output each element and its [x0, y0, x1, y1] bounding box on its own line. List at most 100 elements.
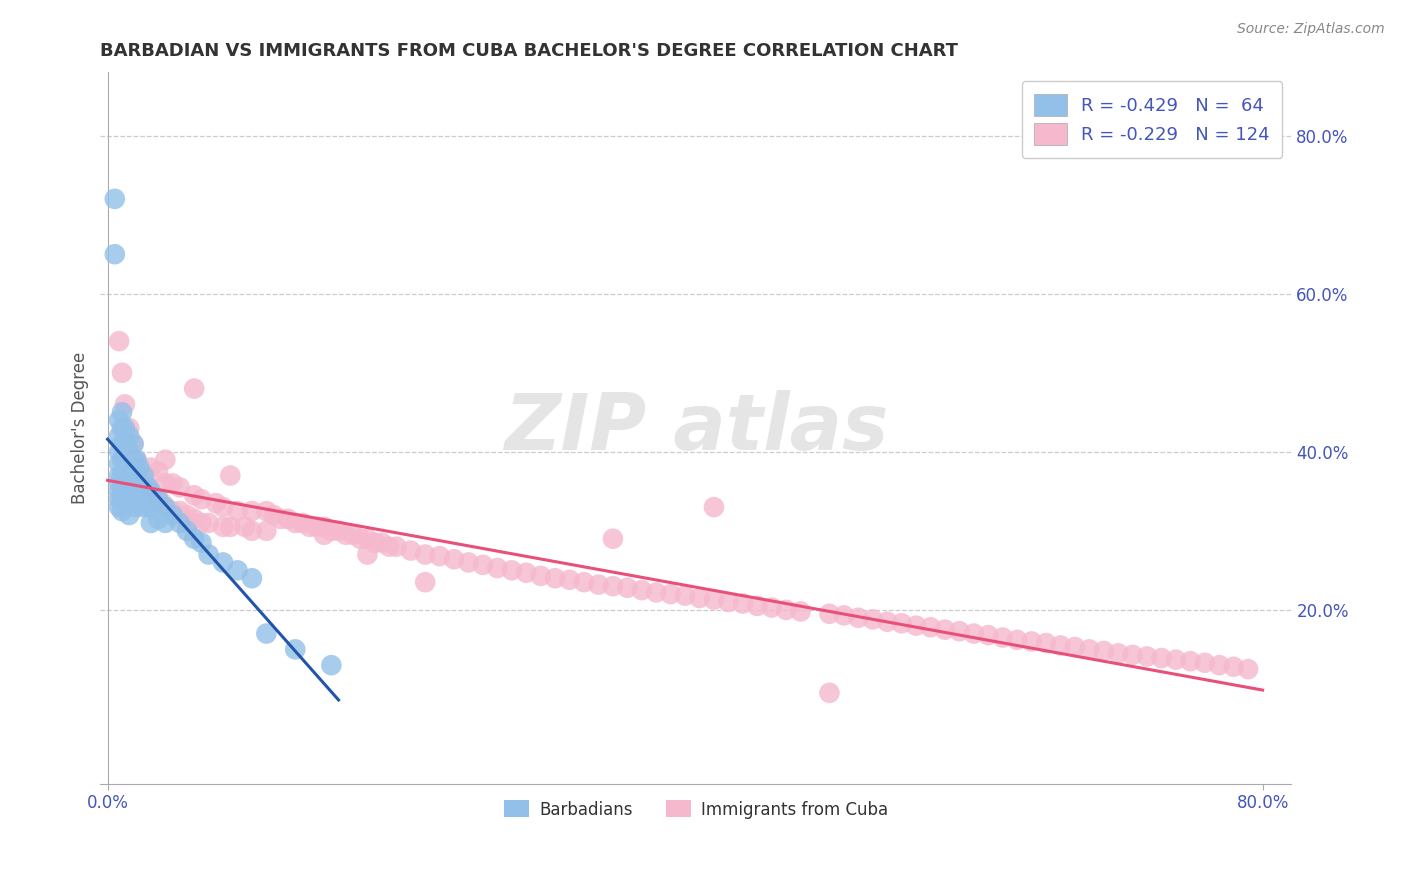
Point: [108, 476, 131, 491]
Point: [212, 520, 235, 534]
Point: [413, 548, 436, 562]
Point: [125, 465, 148, 479]
Point: [132, 500, 155, 515]
Point: [111, 452, 134, 467]
Point: [155, 500, 177, 515]
Point: [114, 468, 136, 483]
Point: [747, 599, 769, 613]
Point: [219, 468, 242, 483]
Point: [139, 500, 162, 515]
Point: [1078, 642, 1101, 657]
Point: [183, 382, 205, 396]
Point: [118, 476, 141, 491]
Point: [114, 421, 136, 435]
Point: [335, 528, 357, 542]
Text: Source: ZipAtlas.com: Source: ZipAtlas.com: [1237, 22, 1385, 37]
Point: [471, 558, 494, 572]
Point: [122, 437, 145, 451]
Point: [118, 429, 141, 443]
Point: [1005, 632, 1028, 647]
Point: [429, 549, 451, 563]
Point: [125, 452, 148, 467]
Point: [176, 508, 198, 522]
Point: [205, 496, 228, 510]
Point: [108, 468, 131, 483]
Point: [162, 508, 184, 522]
Point: [616, 581, 638, 595]
Point: [934, 623, 956, 637]
Point: [162, 504, 184, 518]
Point: [108, 500, 131, 515]
Point: [284, 642, 307, 657]
Point: [689, 591, 711, 605]
Point: [486, 561, 509, 575]
Point: [132, 484, 155, 499]
Point: [254, 524, 277, 538]
Point: [363, 535, 385, 549]
Point: [122, 452, 145, 467]
Point: [240, 524, 263, 538]
Point: [152, 496, 174, 510]
Point: [111, 437, 134, 451]
Point: [155, 516, 177, 530]
Point: [862, 612, 884, 626]
Point: [118, 492, 141, 507]
Point: [515, 566, 537, 580]
Point: [132, 468, 155, 483]
Point: [905, 618, 928, 632]
Point: [111, 405, 134, 419]
Point: [385, 540, 408, 554]
Point: [155, 452, 177, 467]
Point: [530, 569, 553, 583]
Point: [270, 512, 292, 526]
Point: [298, 520, 321, 534]
Point: [139, 516, 162, 530]
Point: [111, 421, 134, 435]
Point: [1021, 634, 1043, 648]
Point: [169, 516, 191, 530]
Point: [890, 616, 912, 631]
Point: [190, 535, 212, 549]
Point: [122, 437, 145, 451]
Point: [125, 452, 148, 467]
Point: [104, 192, 127, 206]
Point: [128, 492, 150, 507]
Point: [114, 437, 136, 451]
Point: [1208, 658, 1230, 673]
Point: [399, 543, 422, 558]
Point: [118, 460, 141, 475]
Point: [1035, 636, 1057, 650]
Point: [183, 532, 205, 546]
Point: [378, 540, 401, 554]
Point: [108, 413, 131, 427]
Point: [846, 611, 869, 625]
Point: [212, 556, 235, 570]
Point: [731, 597, 754, 611]
Point: [1107, 646, 1129, 660]
Point: [108, 444, 131, 458]
Point: [1092, 644, 1115, 658]
Point: [1122, 648, 1144, 662]
Point: [114, 397, 136, 411]
Point: [342, 528, 364, 542]
Point: [659, 587, 682, 601]
Point: [176, 516, 198, 530]
Point: [263, 508, 285, 522]
Point: [190, 516, 212, 530]
Point: [717, 595, 740, 609]
Point: [948, 624, 970, 639]
Point: [197, 548, 219, 562]
Text: ZIP atlas: ZIP atlas: [503, 390, 889, 467]
Point: [111, 366, 134, 380]
Point: [371, 535, 394, 549]
Point: [169, 504, 191, 518]
Point: [136, 480, 159, 494]
Point: [501, 563, 523, 577]
Point: [111, 468, 134, 483]
Point: [254, 504, 277, 518]
Point: [1150, 651, 1173, 665]
Point: [125, 500, 148, 515]
Point: [128, 476, 150, 491]
Point: [233, 520, 256, 534]
Point: [183, 512, 205, 526]
